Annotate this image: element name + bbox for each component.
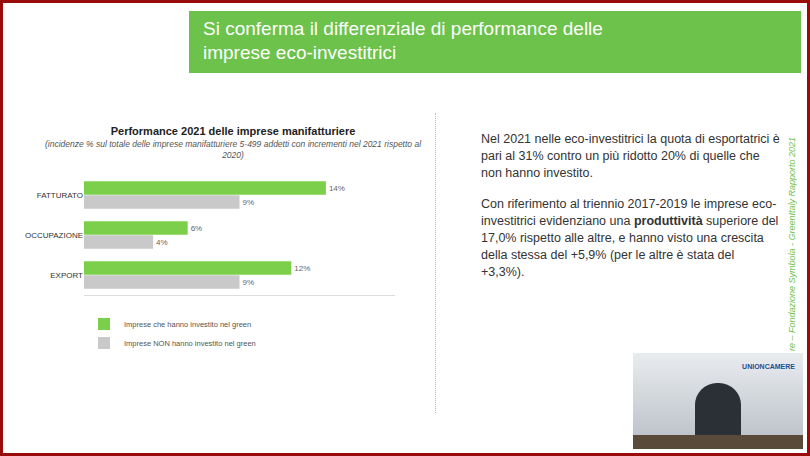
html-text:imprese eco-investitrici: imprese eco-investitrici [203,42,397,63]
html-text:Con riferimento al triennio 20: Con riferimento al triennio 2017-2019 le… [481,197,779,279]
svg-text:Imprese che hanno investito ne: Imprese che hanno investito nel green [124,320,251,329]
svg-text:FATTURATO: FATTURATO [37,191,83,200]
html-text:Performance 2021 delle imprese: Performance 2021 delle imprese manifattu… [110,125,356,137]
svg-text:9%: 9% [243,198,255,207]
svg-text:Imprese NON hanno investito ne: Imprese NON hanno investito nel green [124,339,256,348]
html-text:re – Fondazione Symbola - Gree: re – Fondazione Symbola - GreenItaly Rap… [787,136,797,351]
svg-text:EXPORT: EXPORT [50,271,83,280]
svg-text:OCCUPAZIONE: OCCUPAZIONE [25,231,83,240]
html-text:Nel 2021 nelle eco-investitric: Nel 2021 nelle eco-investitrici la quota… [481,132,780,180]
svg-text:4%: 4% [156,238,168,247]
html-text:(incidenze % sul totale delle: (incidenze % sul totale delle imprese ma… [44,139,421,160]
html-text:Si conferma il differenziale d: Si conferma il differenziale di performa… [203,18,603,39]
svg-text:9%: 9% [243,278,255,287]
svg-text:6%: 6% [191,224,203,233]
html-text:UNIONCAMERE: UNIONCAMERE [742,363,795,370]
svg-text:14%: 14% [329,184,345,193]
svg-text:12%: 12% [294,264,310,273]
